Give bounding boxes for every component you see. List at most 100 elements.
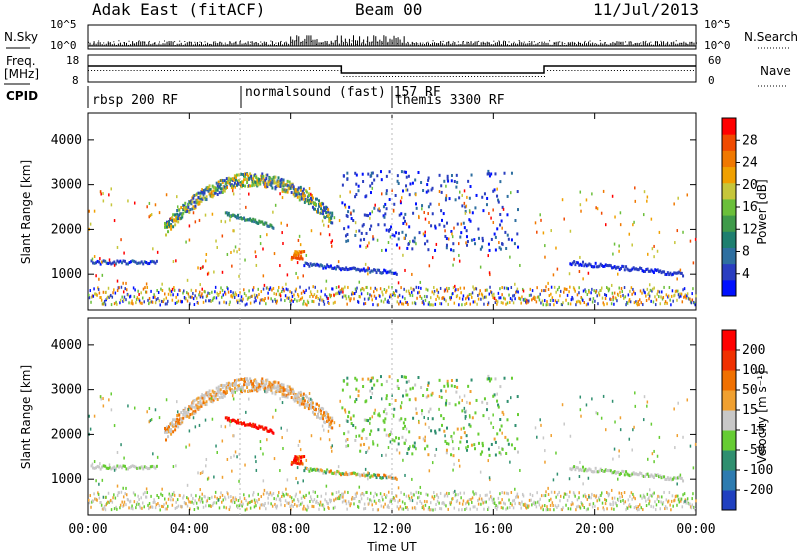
velocity-cell bbox=[127, 467, 130, 471]
power-cell bbox=[341, 201, 344, 205]
velocity-cell bbox=[255, 504, 257, 508]
velocity-cell bbox=[268, 493, 270, 497]
power-cell bbox=[494, 248, 497, 252]
power-cell bbox=[113, 263, 116, 267]
power-cell bbox=[119, 298, 122, 302]
power-cell bbox=[613, 265, 616, 269]
power-cell bbox=[144, 286, 146, 290]
power-cell bbox=[92, 294, 95, 298]
velocity-cell bbox=[424, 503, 427, 507]
velocity-cell bbox=[648, 488, 651, 492]
velocity-cell bbox=[540, 494, 543, 498]
power-cell bbox=[626, 267, 629, 271]
velocity-cell bbox=[426, 493, 429, 497]
power-cell bbox=[216, 184, 219, 188]
power-cell bbox=[633, 220, 635, 224]
velocity-cell bbox=[571, 500, 573, 504]
velocity-cell bbox=[133, 464, 136, 468]
power-cell bbox=[277, 180, 280, 184]
power-cell bbox=[642, 288, 645, 292]
velocity-cell bbox=[408, 398, 411, 402]
velocity-cell bbox=[331, 419, 334, 423]
nave-dot bbox=[647, 70, 649, 71]
velocity-cell bbox=[258, 497, 260, 501]
velocity-cell bbox=[130, 465, 133, 469]
velocity-cell bbox=[194, 425, 197, 429]
power-cell bbox=[188, 224, 191, 228]
power-cell bbox=[505, 302, 507, 306]
power-cell bbox=[192, 194, 195, 198]
power-cell bbox=[481, 239, 484, 243]
velocity-cell bbox=[605, 498, 608, 502]
velocity-cell bbox=[408, 496, 411, 500]
velocity-cell bbox=[96, 498, 98, 502]
power-cell bbox=[266, 286, 269, 290]
velocity-cell bbox=[316, 467, 318, 471]
power-cell bbox=[188, 210, 191, 214]
power-cell bbox=[174, 301, 177, 305]
velocity-cell bbox=[458, 508, 460, 512]
power-cell bbox=[377, 208, 380, 212]
velocity-cell bbox=[631, 448, 633, 452]
velocity-cell bbox=[361, 491, 364, 495]
velocity-cell bbox=[180, 417, 183, 421]
power-cell bbox=[102, 192, 104, 196]
velocity-cell bbox=[568, 495, 570, 499]
power-cell bbox=[453, 257, 455, 261]
power-cell bbox=[422, 232, 425, 236]
velocity-cell bbox=[656, 454, 659, 458]
power-cell bbox=[167, 222, 170, 226]
power-cell bbox=[451, 292, 453, 296]
velocity-cell bbox=[667, 499, 670, 503]
power-cell bbox=[154, 261, 157, 265]
velocity-cell bbox=[231, 500, 234, 504]
velocity-cell bbox=[361, 377, 364, 381]
power-cell bbox=[116, 259, 119, 263]
velocity-cell bbox=[302, 507, 304, 511]
velocity-cell bbox=[620, 499, 622, 503]
power-cell bbox=[313, 201, 316, 205]
power-cell bbox=[134, 288, 136, 292]
power-cell bbox=[493, 292, 495, 296]
velocity-cell bbox=[603, 469, 606, 473]
power-cell bbox=[470, 173, 473, 177]
velocity-cell bbox=[113, 468, 116, 472]
power-cell bbox=[427, 189, 430, 193]
velocity-cell bbox=[179, 504, 182, 508]
velocity-cell bbox=[232, 389, 235, 393]
velocity-cell bbox=[218, 396, 221, 400]
velocity-cell bbox=[179, 421, 182, 425]
power-cell bbox=[427, 205, 430, 209]
power-cell bbox=[490, 291, 493, 295]
velocity-cell bbox=[440, 423, 443, 427]
velocity-cell bbox=[206, 477, 209, 481]
nsearch-dot bbox=[270, 40, 272, 42]
power-cell bbox=[221, 181, 224, 185]
velocity-cell bbox=[461, 409, 464, 413]
power-cell bbox=[187, 205, 190, 209]
velocity-cell bbox=[236, 506, 239, 510]
power-cell bbox=[528, 299, 530, 303]
velocity-cell bbox=[360, 493, 362, 497]
velocity-cell bbox=[202, 398, 205, 402]
power-cell bbox=[200, 294, 202, 298]
power-cell bbox=[413, 240, 416, 244]
power-cell bbox=[233, 229, 235, 233]
velocity-cell bbox=[133, 500, 136, 504]
power-cell bbox=[185, 240, 187, 244]
power-cell bbox=[436, 288, 438, 292]
velocity-cell bbox=[299, 448, 302, 452]
power-cell bbox=[173, 218, 176, 222]
velocity-cell bbox=[266, 390, 269, 394]
velocity-cell bbox=[680, 497, 683, 501]
velocity-cell bbox=[198, 407, 201, 411]
velocity-cell bbox=[612, 457, 614, 461]
velocity-cell bbox=[278, 389, 281, 393]
power-cell bbox=[453, 226, 455, 230]
power-cell bbox=[496, 300, 499, 304]
power-cell bbox=[547, 303, 549, 307]
power-cell bbox=[169, 224, 172, 228]
power-cell bbox=[274, 175, 277, 179]
power-cell bbox=[315, 296, 317, 300]
velocity-cell bbox=[511, 503, 513, 507]
